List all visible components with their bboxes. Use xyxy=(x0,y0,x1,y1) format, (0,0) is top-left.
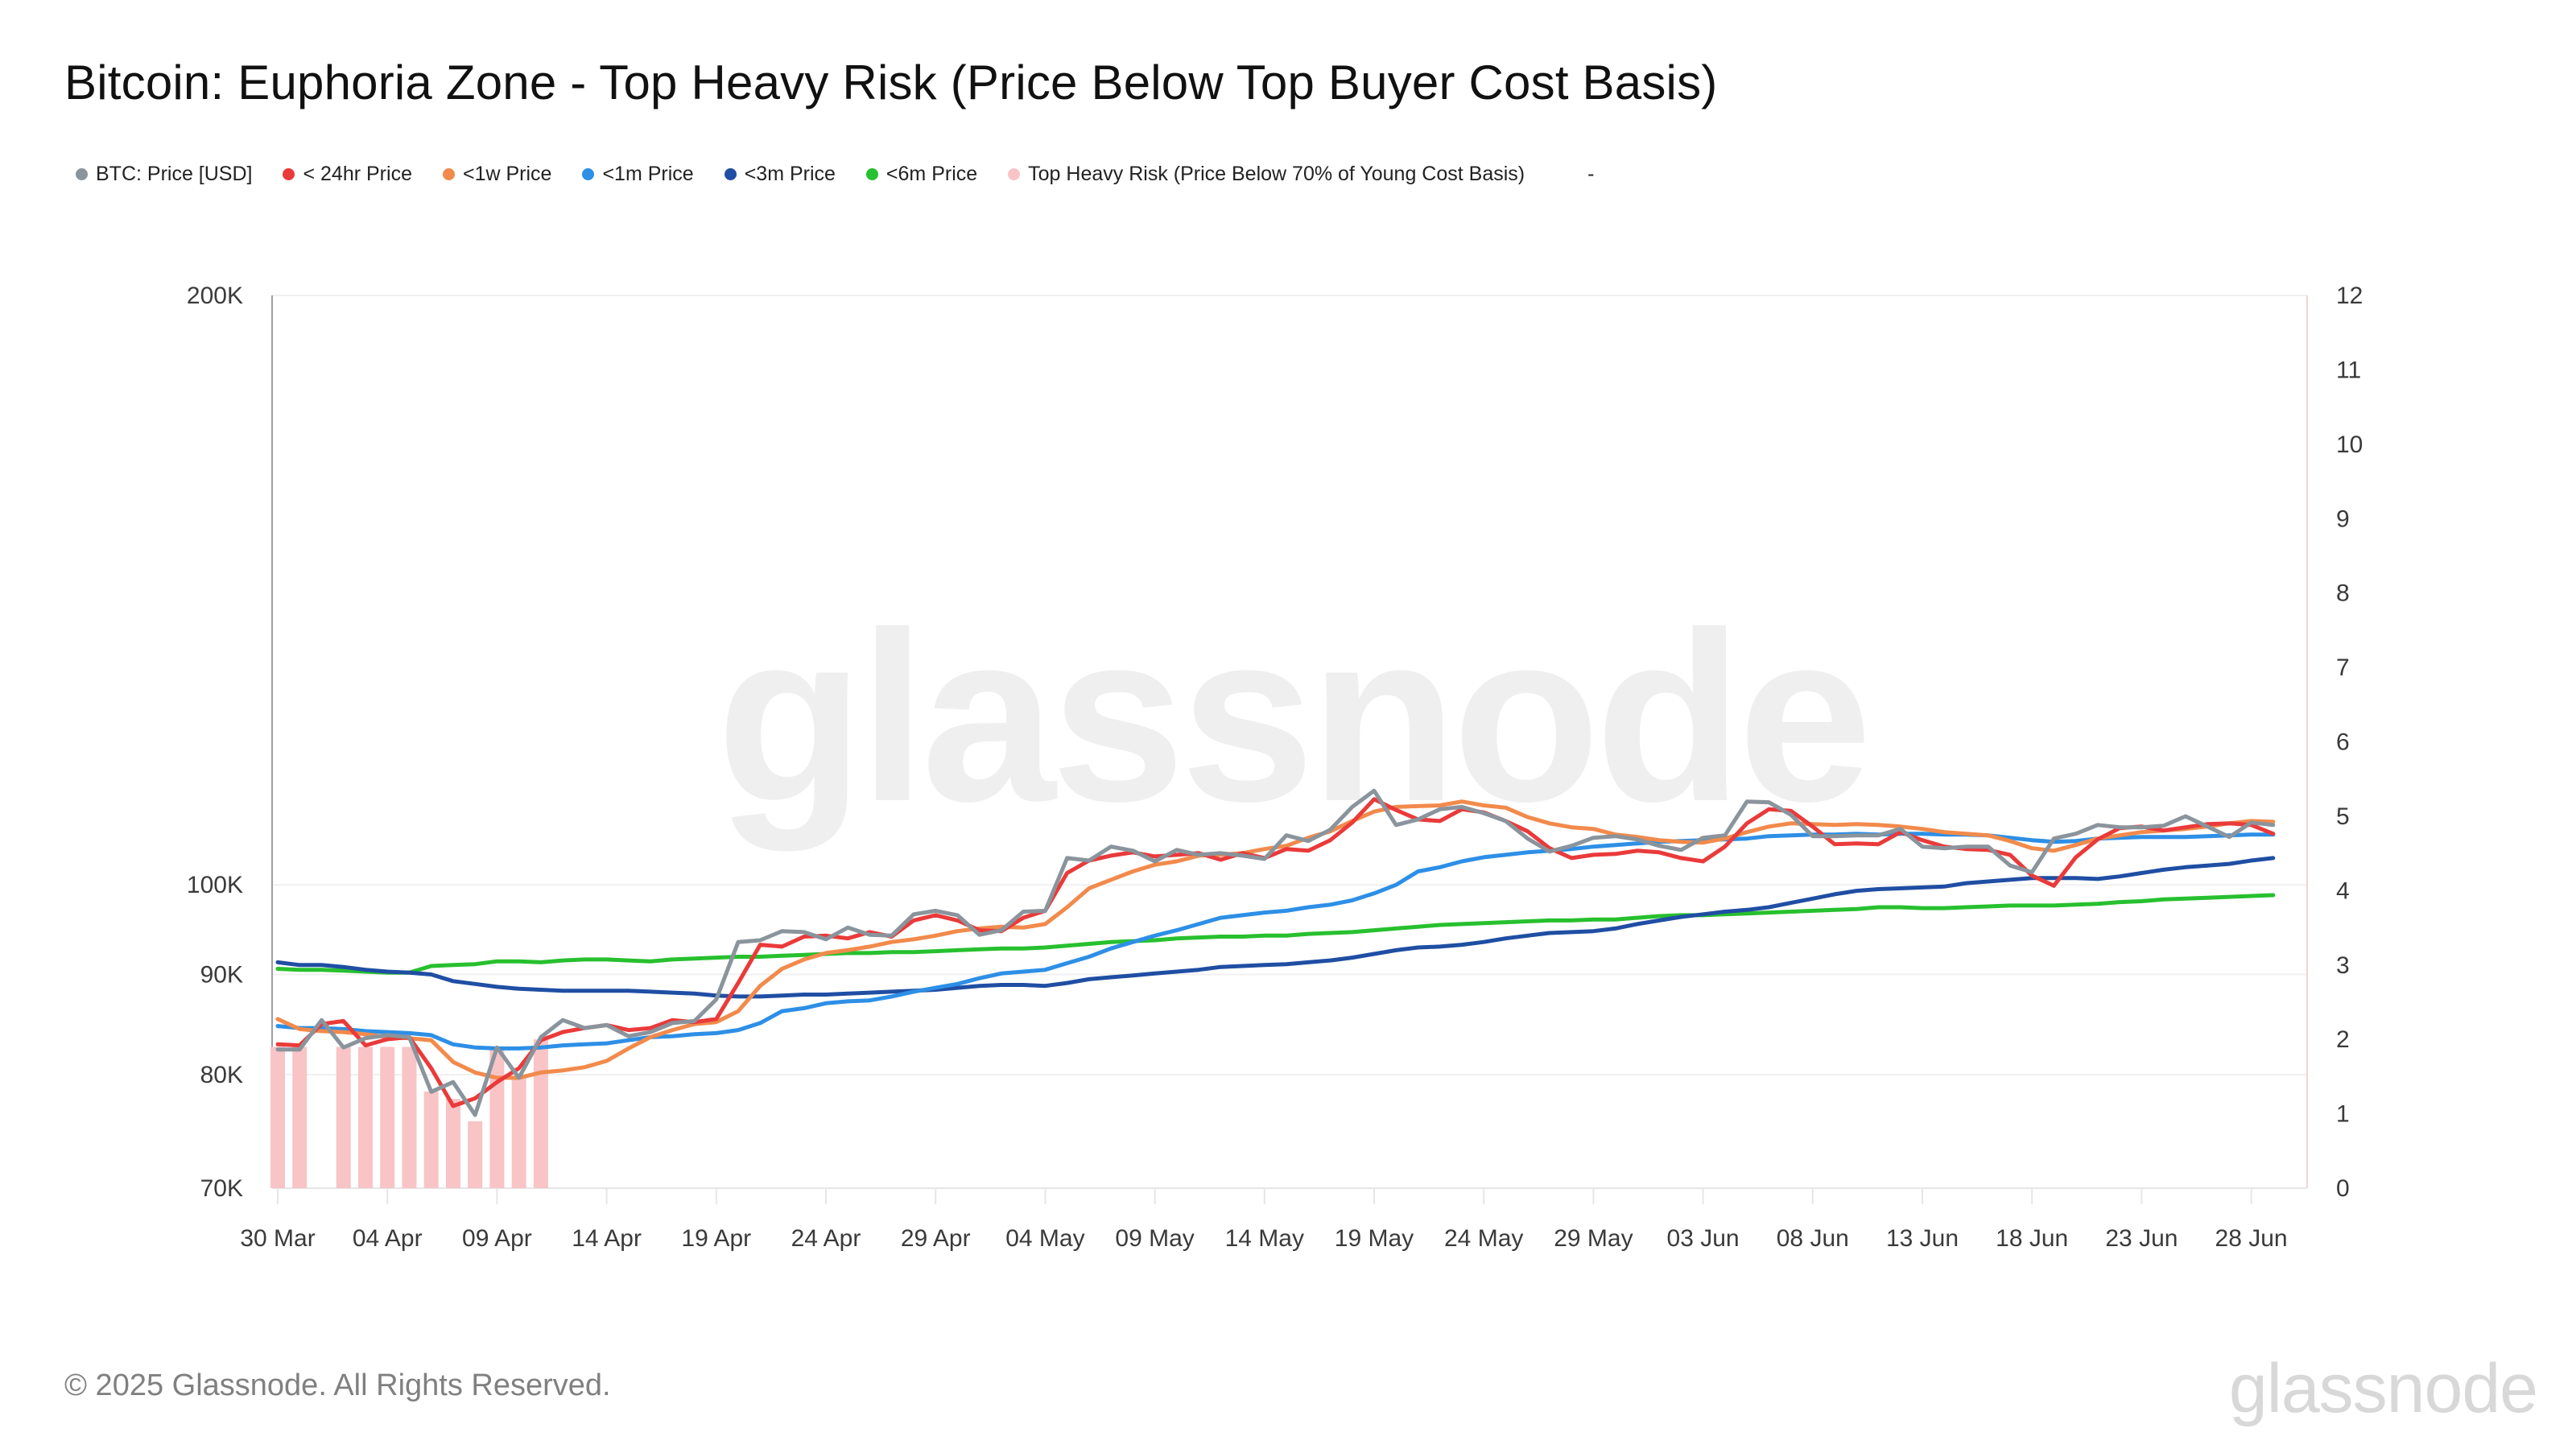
series-line xyxy=(275,832,2276,1051)
risk-bar xyxy=(380,1046,395,1188)
y2-tick-label: 8 xyxy=(2336,580,2350,607)
x-tick-label: 13 Jun xyxy=(1886,1225,1959,1252)
y2-tick-label: 10 xyxy=(2336,431,2363,458)
x-tick-label: 24 May xyxy=(1444,1225,1523,1252)
y-tick-label: 70K xyxy=(200,1175,243,1202)
chart-title: Bitcoin: Euphoria Zone - Top Heavy Risk … xyxy=(64,56,1718,109)
risk-bar xyxy=(402,1046,417,1188)
legend-label: < 24hr Price xyxy=(303,163,412,185)
legend-label: Top Heavy Risk (Price Below 70% of Young… xyxy=(1028,163,1525,185)
legend-dot-icon xyxy=(283,168,295,180)
y2-tick-label: 12 xyxy=(2336,283,2363,309)
x-tick-label: 23 Jun xyxy=(2105,1225,2178,1252)
risk-bar xyxy=(511,1076,526,1188)
risk-bar xyxy=(270,1046,285,1188)
legend-trailing-dash: - xyxy=(1587,163,1595,185)
y-tick-label: 90K xyxy=(200,962,243,989)
legend-item-6m[interactable]: <6m Price xyxy=(865,163,978,186)
chart-legend: BTC: Price [USD] < 24hr Price <1w Price … xyxy=(76,163,1594,186)
x-tick-label: 04 May xyxy=(1005,1225,1084,1252)
y-tick-label: 100K xyxy=(187,872,243,898)
risk-bar xyxy=(292,1046,308,1188)
grid-lines xyxy=(272,295,2307,1189)
legend-dot-icon xyxy=(442,168,455,180)
legend-item-top-heavy-risk[interactable]: Top Heavy Risk (Price Below 70% of Young… xyxy=(1008,163,1525,186)
y-axis-left: 70K 80K 90K 100K 200K xyxy=(187,283,273,1202)
legend-dot-icon xyxy=(724,168,737,180)
y2-tick-label: 3 xyxy=(2336,952,2350,979)
risk-bar xyxy=(445,1099,460,1188)
legend-dot-icon xyxy=(865,168,878,180)
x-tick-label: 18 Jun xyxy=(1996,1225,2068,1252)
series-line xyxy=(275,856,2276,999)
x-tick-label: 28 Jun xyxy=(2215,1225,2288,1252)
x-tick-label: 24 Apr xyxy=(791,1225,861,1252)
legend-label: <1w Price xyxy=(462,163,552,185)
x-axis: 30 Mar 04 Apr 09 Apr 14 Apr 19 Apr 24 Apr 29 A… xyxy=(240,1187,2307,1252)
risk-bar xyxy=(468,1121,483,1188)
risk-bar xyxy=(357,1046,373,1188)
series-line xyxy=(275,799,2276,1080)
legend-label: BTC: Price [USD] xyxy=(96,163,253,185)
x-tick-label: 14 Apr xyxy=(572,1225,642,1252)
legend-item-24hr[interactable]: < 24hr Price xyxy=(283,163,412,186)
copyright-text: © 2025 Glassnode. All Rights Reserved. xyxy=(64,1368,611,1402)
x-tick-label: 19 Apr xyxy=(681,1225,751,1252)
series-line xyxy=(275,788,2276,1117)
x-tick-label: 14 May xyxy=(1225,1225,1304,1252)
y2-tick-label: 6 xyxy=(2336,729,2350,756)
legend-dot-icon xyxy=(1008,168,1021,180)
x-tick-label: 03 Jun xyxy=(1667,1225,1740,1252)
legend-item-1m[interactable]: <1m Price xyxy=(582,163,694,186)
legend-dot-icon xyxy=(76,168,88,180)
x-tick-label: 09 May xyxy=(1115,1225,1194,1252)
x-tick-label: 09 Apr xyxy=(462,1225,532,1252)
watermark-logo: glassnode xyxy=(716,581,1872,852)
x-tick-label: 29 Apr xyxy=(901,1225,971,1252)
legend-dot-icon xyxy=(582,168,595,180)
series-line xyxy=(275,893,2276,975)
legend-label: <1m Price xyxy=(602,163,694,185)
risk-bar xyxy=(533,1039,548,1188)
y2-tick-label: 7 xyxy=(2336,654,2350,681)
risk-bar xyxy=(336,1046,351,1188)
y2-tick-label: 2 xyxy=(2336,1026,2350,1053)
legend-label: <6m Price xyxy=(886,163,978,185)
risk-bar xyxy=(423,1091,439,1188)
x-tick-label: 30 Mar xyxy=(240,1225,315,1252)
y2-tick-label: 1 xyxy=(2336,1101,2350,1128)
x-tick-label: 08 Jun xyxy=(1777,1225,1849,1252)
y2-tick-label: 0 xyxy=(2336,1175,2350,1202)
x-tick-label: 04 Apr xyxy=(353,1225,423,1252)
x-tick-label: 19 May xyxy=(1335,1225,1414,1252)
legend-item-3m[interactable]: <3m Price xyxy=(724,163,836,186)
y-tick-label: 80K xyxy=(200,1062,243,1088)
y-tick-label: 200K xyxy=(187,283,243,309)
bar-series xyxy=(270,1039,548,1188)
glassnode-logo: glassnode xyxy=(2228,1350,2538,1427)
x-tick-label: 29 May xyxy=(1554,1225,1633,1252)
legend-label: <3m Price xyxy=(744,163,836,185)
legend-item-1w[interactable]: <1w Price xyxy=(442,163,552,186)
y2-tick-label: 9 xyxy=(2336,506,2350,532)
y2-tick-label: 5 xyxy=(2336,803,2350,830)
y2-tick-label: 4 xyxy=(2336,877,2350,904)
y2-tick-label: 11 xyxy=(2336,357,2361,383)
line-series xyxy=(275,788,2276,1117)
legend-item-btc-price[interactable]: BTC: Price [USD] xyxy=(76,163,252,186)
